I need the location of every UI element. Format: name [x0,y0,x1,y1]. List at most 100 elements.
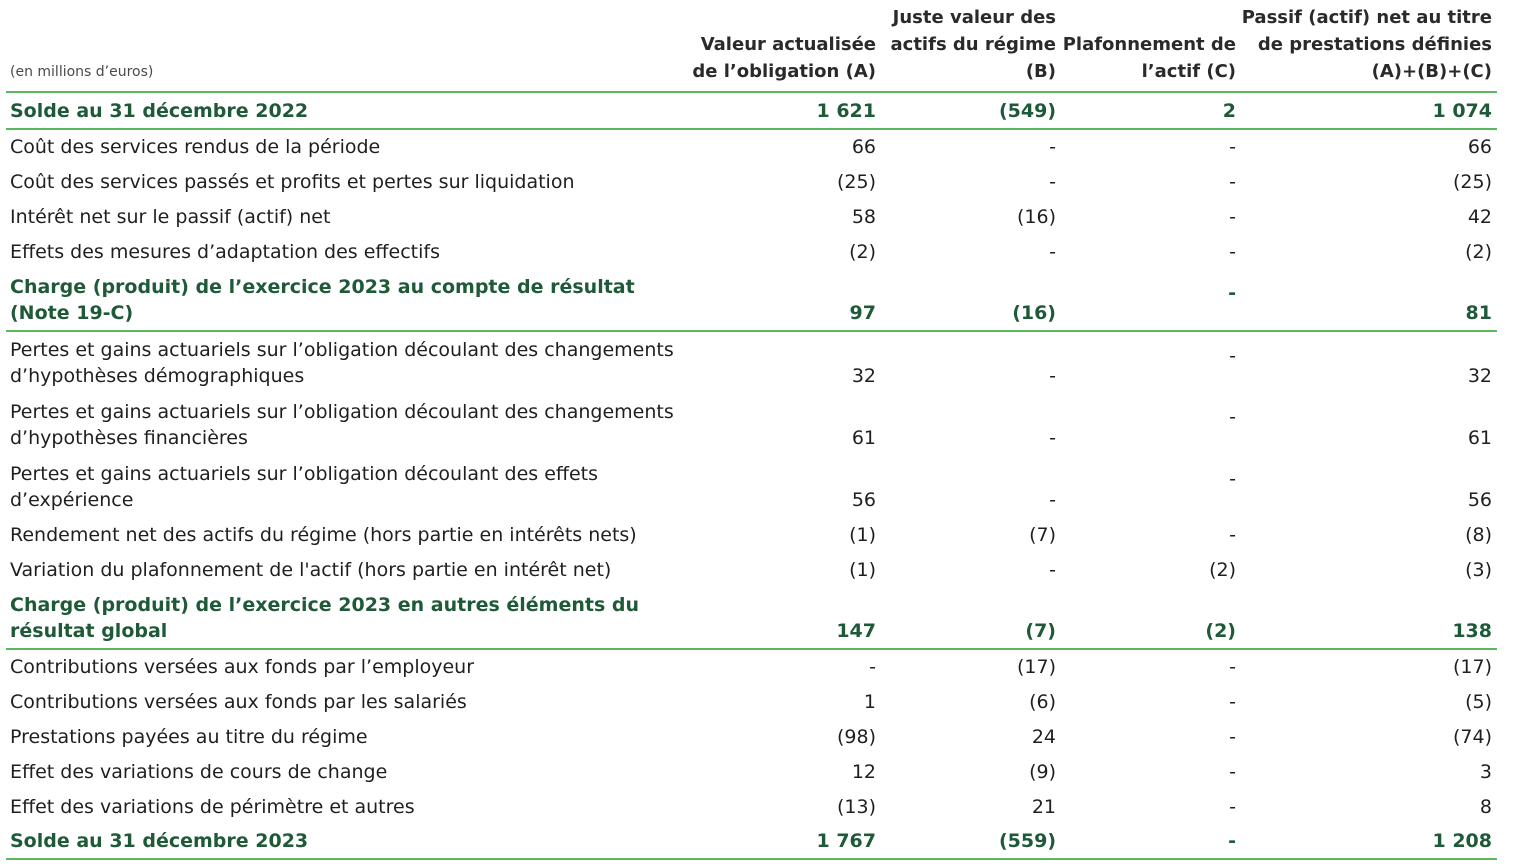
table-row-total: Charge (produit) de l’exercice 2023 en a… [6,587,1497,650]
cell-a: 1 [863,691,876,713]
cell-d: 1 074 [1241,92,1497,130]
cell-a: 147 [686,587,881,650]
cell-b: - [1049,241,1056,263]
row-label: Pertes et gains actuariels sur l’obligat… [10,401,674,449]
cell-b: - [1049,427,1056,449]
cell-b: - [1049,489,1056,511]
table-row: Pertes et gains actuariels sur l’obligat… [6,455,1497,517]
cell-d: 42 [1467,206,1492,228]
table-row: Prestations payées au titre du régime (9… [6,719,1497,754]
cell-d: (8) [1465,524,1492,546]
cell-a: 1 621 [686,92,881,130]
cell-b: - [1049,559,1056,581]
table-row: Intérêt net sur le passif (actif) net 58… [6,199,1497,234]
cell-b: - [1049,365,1056,387]
cell-d: 3 [1479,761,1492,783]
cell-a: 1 767 [686,824,881,860]
cell-c: - [1229,796,1236,818]
cell-c: (2) [1061,587,1241,650]
cell-d: (74) [1452,726,1492,748]
header-row: (en millions d’euros) Valeur actualisée … [6,0,1497,93]
col-header-c: Plafonnement de l’actif (C) [1061,0,1241,93]
cell-d: (5) [1465,691,1492,713]
cell-c: - [1061,824,1241,860]
row-label: Prestations payées au titre du régime [10,726,368,748]
cell-d: 66 [1467,136,1492,158]
row-label: Charge (produit) de l’exercice 2023 en a… [6,587,686,650]
row-label: Coût des services passés et profits et p… [10,171,575,193]
cell-c: - [1229,691,1236,713]
cell-c: - [1229,761,1236,783]
table-row-total: Charge (produit) de l’exercice 2023 au c… [6,269,1497,332]
col-header-b: Juste valeur des actifs du régime (B) [881,0,1061,93]
cell-b: (16) [881,269,1061,332]
cell-b: (16) [1016,206,1056,228]
table-row: Coût des services rendus de la période 6… [6,129,1497,164]
cell-a: - [869,656,876,678]
cell-d: (2) [1465,241,1492,263]
cell-d: 61 [1467,427,1492,449]
cell-b: (559) [881,824,1061,860]
cell-b: 21 [1031,796,1056,818]
cell-b: - [1049,136,1056,158]
cell-d: (3) [1465,559,1492,581]
cell-b: (17) [1016,656,1056,678]
table-row: Contributions versées aux fonds par les … [6,684,1497,719]
cell-a: 56 [851,489,876,511]
row-label: Intérêt net sur le passif (actif) net [10,206,331,228]
table-row: Effets des mesures d’adaptation des effe… [6,234,1497,269]
row-label: Coût des services rendus de la période [10,136,381,158]
row-label: Solde au 31 décembre 2023 [6,824,686,860]
table-row: Variation du plafonnement de l'actif (ho… [6,552,1497,587]
cell-c: - [1229,726,1236,748]
cell-c: - [1229,344,1236,367]
row-label: Rendement net des actifs du régime (hors… [10,524,637,546]
cell-d: (25) [1452,171,1492,193]
cell-a: 61 [851,427,876,449]
cell-a: 58 [851,206,876,228]
cell-a: 97 [686,269,881,332]
row-label: Contributions versées aux fonds par les … [10,691,467,713]
cell-a: 12 [851,761,876,783]
table-row: Pertes et gains actuariels sur l’obligat… [6,331,1497,393]
cell-c: 2 [1061,92,1241,130]
row-label: Effet des variations de périmètre et aut… [10,796,415,818]
cell-c: - [1229,171,1236,193]
cell-b: (7) [881,587,1061,650]
cell-c: - [1229,468,1236,490]
table-row: Effet des variations de cours de change … [6,754,1497,789]
cell-b: - [1049,171,1056,193]
row-label: Pertes et gains actuariels sur l’obligat… [10,339,674,387]
cell-a: (1) [849,524,876,546]
cell-a: (98) [836,726,876,748]
cell-c: - [1229,241,1236,263]
cell-a: (13) [836,796,876,818]
cell-d: 56 [1467,489,1492,511]
cell-b: (9) [1029,761,1056,783]
unit-label: (en millions d’euros) [6,0,686,93]
row-label: Charge (produit) de l’exercice 2023 au c… [6,269,686,332]
cell-d: 81 [1241,269,1497,332]
cell-c: - [1229,656,1236,678]
cell-a: (1) [849,559,876,581]
cell-a: (2) [849,241,876,263]
table-row: Rendement net des actifs du régime (hors… [6,517,1497,552]
cell-b: (6) [1029,691,1056,713]
col-header-a: Valeur actualisée de l’obligation (A) [686,0,881,93]
col-header-d: Passif (actif) net au titre de prestatio… [1241,0,1497,93]
row-label: Effets des mesures d’adaptation des effe… [10,241,440,263]
cell-c: - [1229,206,1236,228]
pension-obligation-table: (en millions d’euros) Valeur actualisée … [6,0,1497,860]
table-row: Coût des services passés et profits et p… [6,164,1497,199]
cell-c: (2) [1209,559,1236,581]
row-label: Pertes et gains actuariels sur l’obligat… [10,463,599,511]
cell-a: 66 [851,136,876,158]
table-row: Contributions versées aux fonds par l’em… [6,649,1497,684]
cell-b: 24 [1031,726,1056,748]
row-label: Effet des variations de cours de change [10,761,388,783]
cell-d: 32 [1467,365,1492,387]
table-row: Effet des variations de périmètre et aut… [6,789,1497,824]
cell-b: (7) [1029,524,1056,546]
cell-c: - [1229,524,1236,546]
cell-a: (25) [836,171,876,193]
